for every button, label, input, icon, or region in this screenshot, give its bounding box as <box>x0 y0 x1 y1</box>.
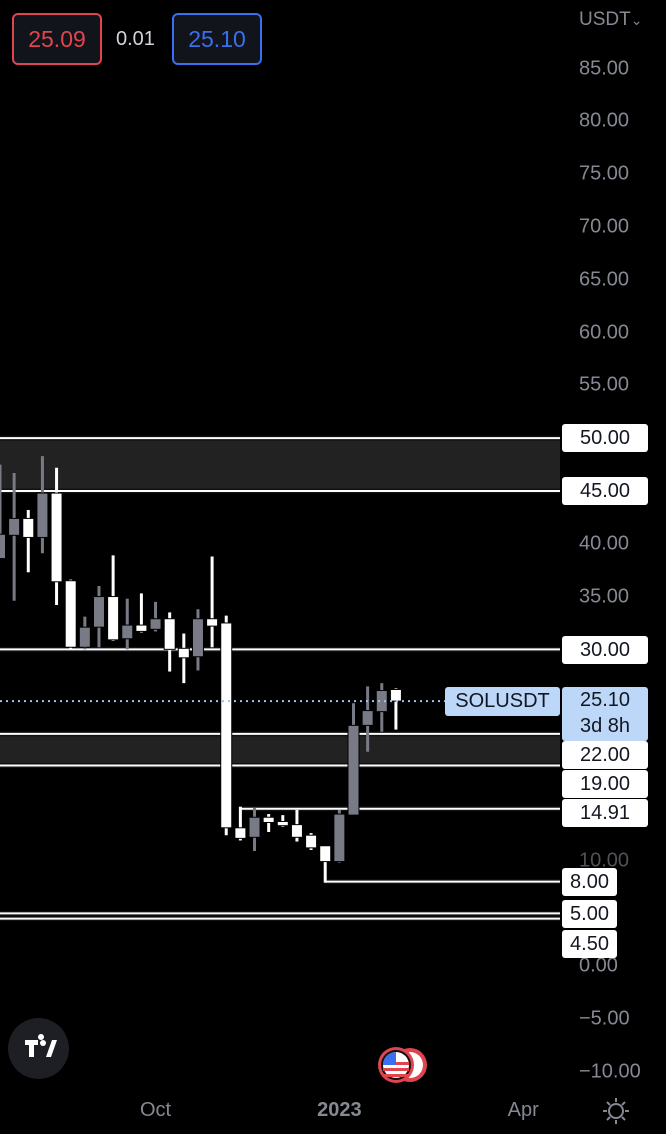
candle-body <box>36 492 49 538</box>
chevron-down-icon: ⌄ <box>630 12 643 28</box>
us-flag-event-icon[interactable] <box>376 1045 430 1085</box>
y-axis-tick: −5.00 <box>579 1007 630 1030</box>
y-axis-tick: −10.00 <box>579 1060 641 1083</box>
bar-countdown: 3d 8h <box>579 715 631 737</box>
candle <box>8 473 21 601</box>
candle-body <box>305 834 318 849</box>
candle-body <box>389 688 402 702</box>
candle-body <box>290 824 303 838</box>
candle-body <box>234 827 247 839</box>
symbol-label: SOLUSDT <box>445 687 560 716</box>
candle <box>163 612 176 672</box>
level-price-label: 50.00 <box>562 424 648 452</box>
y-axis-tick: 40.00 <box>579 532 630 555</box>
candle <box>234 806 247 841</box>
level-price-label: 4.50 <box>562 930 617 958</box>
candle <box>121 598 134 650</box>
level-price-label: 30.00 <box>562 636 648 664</box>
candle-body <box>262 816 275 824</box>
candle-body <box>220 622 233 829</box>
candle-body <box>0 533 6 560</box>
ask-price-button[interactable]: 25.10 <box>172 13 262 65</box>
candle <box>22 509 35 573</box>
candle-body <box>276 820 289 827</box>
candle-body <box>333 813 346 863</box>
y-axis-tick: 70.00 <box>579 215 630 238</box>
x-axis-tick: 2023 <box>317 1099 362 1121</box>
zone-rect <box>0 733 560 766</box>
candle <box>319 845 332 883</box>
zone-rect <box>0 438 560 491</box>
current-price-value: 25.10 <box>579 689 631 711</box>
candle <box>36 456 49 554</box>
level-price-label: 8.00 <box>562 868 617 896</box>
current-price-label: 25.10 3d 8h <box>562 687 648 741</box>
candle-body <box>92 596 105 628</box>
candle <box>389 688 402 730</box>
level-price-label: 5.00 <box>562 900 617 928</box>
level-price-label: 45.00 <box>562 477 648 505</box>
level-price-label: 14.91 <box>562 799 648 827</box>
candle-body <box>206 618 219 627</box>
candle <box>135 593 148 633</box>
y-axis-tick: 65.00 <box>579 268 630 291</box>
candle <box>177 633 190 684</box>
candle <box>305 833 318 850</box>
candle-body <box>163 618 176 650</box>
candle <box>149 601 162 632</box>
candle <box>191 609 204 671</box>
level-price-label: 22.00 <box>562 741 648 769</box>
x-axis-tick: Oct <box>139 1099 172 1121</box>
candle <box>50 467 63 606</box>
y-axis-tick: 10.00 <box>579 849 630 872</box>
candle <box>92 586 105 648</box>
candle-body <box>121 624 134 640</box>
candle-body <box>135 624 148 632</box>
candle-body <box>177 647 190 659</box>
level-price-label: 19.00 <box>562 770 648 798</box>
y-axis-tick: 0.00 <box>579 954 618 977</box>
candle-body <box>347 724 360 816</box>
y-axis-tick: 55.00 <box>579 373 630 396</box>
candle <box>206 556 219 648</box>
candle <box>361 686 374 752</box>
y-axis-tick: 80.00 <box>579 109 630 132</box>
candle-body <box>78 626 91 648</box>
candle-body <box>191 618 204 658</box>
candle-body <box>50 492 63 583</box>
candle <box>107 555 120 641</box>
y-axis-tick: 60.00 <box>579 321 630 344</box>
currency-selector[interactable]: USDT⌄ <box>579 9 642 31</box>
candle-body <box>248 816 261 838</box>
candle-body <box>319 845 332 863</box>
sun-settings-icon[interactable] <box>601 1096 631 1126</box>
candle <box>262 814 275 833</box>
candle <box>276 815 289 827</box>
tradingview-logo-icon[interactable] <box>8 1018 69 1079</box>
candle-body <box>361 710 374 726</box>
y-axis-tick: 75.00 <box>579 162 630 185</box>
candle <box>375 683 388 732</box>
candle <box>78 616 91 650</box>
candle <box>290 809 303 842</box>
candle-body <box>22 517 35 538</box>
currency-label: USDT <box>579 9 631 30</box>
candle <box>333 809 346 863</box>
candle-body <box>8 517 21 536</box>
candle-body <box>64 580 77 648</box>
x-axis-tick: Apr <box>507 1099 539 1121</box>
candle-body <box>107 596 120 641</box>
y-axis-tick: 85.00 <box>579 57 630 80</box>
y-axis-tick: 35.00 <box>579 585 630 608</box>
candle <box>347 703 360 816</box>
candle-body <box>149 618 162 630</box>
bid-price-button[interactable]: 25.09 <box>12 13 102 65</box>
candle <box>64 579 77 650</box>
candle <box>220 615 233 836</box>
candle <box>0 464 6 560</box>
candle-body <box>375 690 388 713</box>
spread-value: 0.01 <box>116 28 155 50</box>
candle <box>248 807 261 852</box>
